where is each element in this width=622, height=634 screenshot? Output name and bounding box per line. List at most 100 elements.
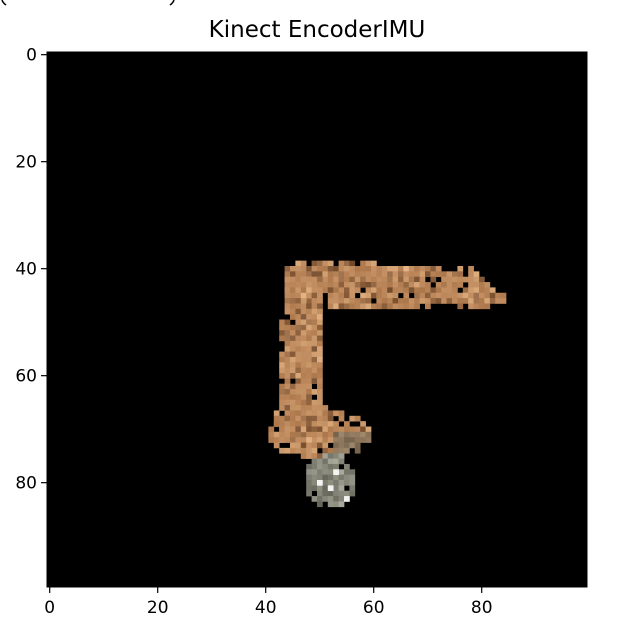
image-pixel [279,367,285,374]
image-pixel [327,410,334,417]
image-pixel [327,480,334,486]
image-pixel [473,271,480,278]
image-pixel [446,298,453,304]
image-pixel [457,292,464,299]
image-pixel [403,292,410,299]
y-tick-label: 60 [15,367,37,387]
image-pixel [317,260,323,267]
image-pixel [290,421,296,427]
image-pixel [295,399,302,406]
image-pixel [495,298,501,304]
image-pixel [462,292,469,299]
image-pixel [484,303,491,310]
image-pixel [333,303,339,310]
image-pixel [360,431,366,438]
image-pixel [295,447,302,454]
image-pixel [279,319,285,326]
image-pixel [414,292,420,299]
image-pixel [473,276,480,283]
image-pixel [290,362,296,368]
image-pixel [344,490,350,497]
image-pixel [371,303,377,310]
image-pixel [322,271,329,278]
image-pixel [462,287,469,294]
image-pixel [290,351,296,358]
image-pixel [317,485,323,492]
image-pixel [452,298,458,304]
image-pixel [408,282,415,288]
image-pixel [484,292,491,299]
image-pixel [338,453,345,459]
image-pixel [311,335,318,342]
image-pixel [430,292,437,299]
image-pixel [360,271,366,278]
image-pixel [306,362,312,368]
image-pixel [338,431,345,438]
image-pixel [317,346,323,352]
image-pixel [295,378,302,385]
image-pixel [295,319,302,326]
image-pixel [365,271,372,278]
image-pixel [381,287,388,294]
image-pixel [306,426,312,433]
x-axis: 0 20 40 60 80 [44,587,493,618]
image-pixel [290,383,296,390]
image-pixel [338,480,345,486]
image-pixel [457,276,464,283]
image-pixel [284,421,291,427]
image-pixel [344,431,350,438]
image-pixel [284,383,291,390]
image-pixel [322,410,329,417]
image-pixel [311,292,318,299]
image-pixel [430,287,437,294]
image-pixel [306,287,312,294]
image-pixel [333,480,339,486]
image-pixel [419,276,426,283]
image-pixel [452,287,458,294]
image-pixel [484,282,491,288]
image-pixel [338,447,345,454]
image-pixel [419,271,426,278]
image-pixel [306,266,312,272]
image-pixel [317,442,323,449]
image-pixel [468,276,474,283]
image-pixel [295,298,302,304]
image-pixel [311,415,318,422]
image-pixel [273,442,280,449]
image-pixel [408,287,415,294]
image-pixel [333,490,339,497]
image-pixel [327,271,334,278]
image-pixel [306,405,312,411]
image-pixel [295,335,302,342]
image-pixel [376,292,383,299]
image-pixel [311,324,318,331]
image-pixel [290,399,296,406]
image-pixel [300,276,307,283]
image-pixel [360,266,366,272]
image-pixel [360,437,366,443]
image-pixel [462,276,469,283]
image-pixel [468,292,474,299]
image-pixel [311,442,318,449]
image-pixel [376,298,383,304]
image-pixel [311,410,318,417]
image-pixel [360,426,366,433]
image-pixel [327,431,334,438]
image-pixel [479,276,485,283]
image-pixel [419,266,426,272]
image-pixel [306,474,312,481]
image-pixel [338,260,345,267]
image-pixel [284,308,291,315]
image-pixel [425,303,431,310]
image-pixel [306,292,312,299]
image-pixel [360,292,366,299]
image-pixel [414,271,420,278]
image-pixel [300,351,307,358]
image-pixel [344,271,350,278]
image-pixel [284,410,291,417]
image-pixel [317,314,323,320]
image-pixel [462,298,469,304]
image-pixel [311,463,318,470]
image-pixel [317,324,323,331]
image-pixel [376,303,383,310]
